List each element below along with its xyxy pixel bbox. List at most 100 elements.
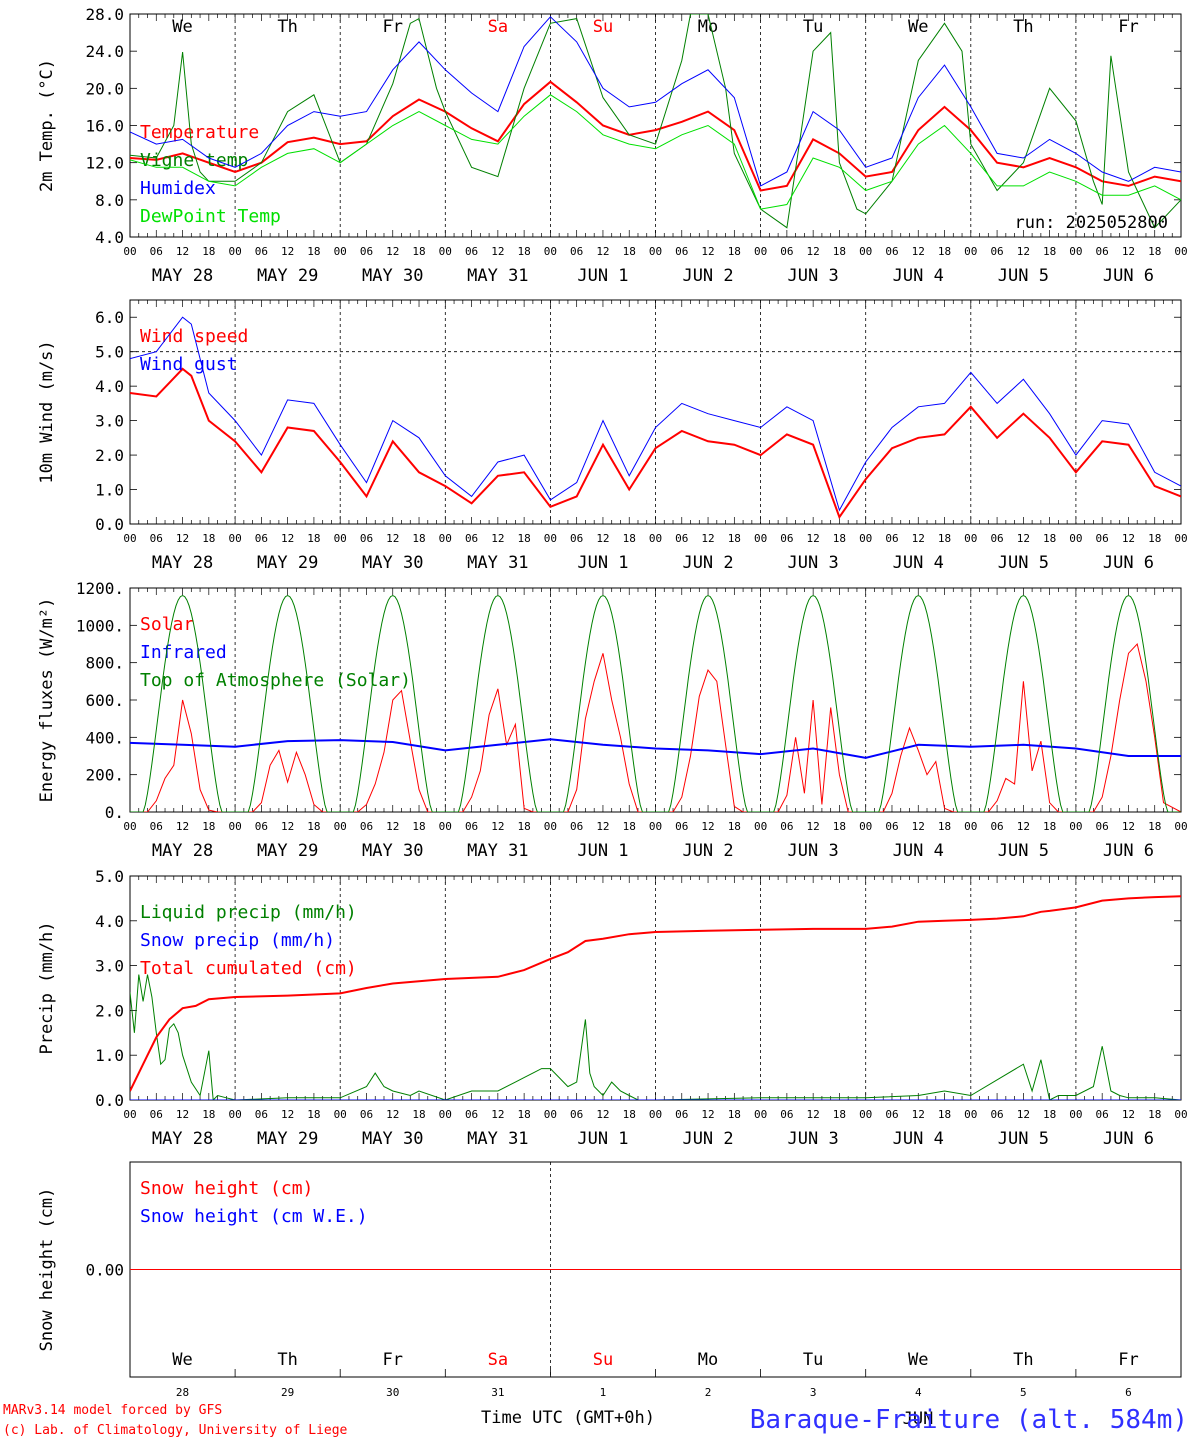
hour-tick-label: 06 [885,245,898,258]
hour-tick-label: 18 [412,532,425,545]
hour-tick-label: 18 [728,820,741,833]
hour-tick-label: 06 [255,245,268,258]
hour-tick-label: 06 [675,1108,688,1121]
date-label: JUN 2 [682,1129,733,1149]
hour-tick-label: 06 [780,532,793,545]
date-label: JUN 3 [788,841,839,861]
legend-entry: Vigne temp [140,150,248,171]
date-label: JUN 4 [893,266,944,286]
hour-tick-label: 00 [228,532,241,545]
hour-tick-label: 18 [518,532,531,545]
day-number-label: 3 [810,1386,817,1399]
legend-entry: Infrared [140,642,227,663]
plot-frame [129,299,1182,525]
footer-lab-text: (c) Lab. of Climatology, University of L… [3,1423,348,1438]
series-line [130,14,1181,229]
hour-tick-label: 00 [859,820,872,833]
date-label: MAY 28 [152,841,213,861]
hour-tick-label: 00 [1069,245,1082,258]
hour-tick-label: 06 [1096,1108,1109,1121]
hour-tick-label: 00 [1174,532,1187,545]
hour-tick-label: 18 [1043,1108,1056,1121]
date-label: MAY 28 [152,266,213,286]
y-tick-label: 12.0 [85,154,124,173]
y-axis-label: 2m Temp. (°C) [37,59,57,192]
hour-tick-label: 12 [491,1108,504,1121]
hour-tick-label: 00 [1069,820,1082,833]
date-label: JUN 2 [682,266,733,286]
hour-tick-label: 18 [938,245,951,258]
legend-entry: Top of Atmosphere (Solar) [140,670,411,691]
hour-tick-label: 06 [255,532,268,545]
date-label: JUN 1 [577,1129,628,1149]
series-line [130,316,1181,512]
legend-entry: Solar [140,614,194,635]
hour-tick-label: 00 [123,820,136,833]
hour-tick-label: 18 [1148,532,1161,545]
date-label: JUN 4 [893,1129,944,1149]
hour-tick-label: 00 [544,820,557,833]
date-label: JUN 1 [577,266,628,286]
weekday-label: We [908,1350,928,1370]
y-tick-label: 28.0 [85,5,124,24]
x-axis-label: Time UTC (GMT+0h) [481,1408,655,1428]
hour-tick-label: 12 [912,820,925,833]
hour-tick-label: 18 [202,1108,215,1121]
y-tick-label: 5.0 [95,867,124,886]
hour-tick-label: 18 [938,820,951,833]
day-number-label: 29 [281,1386,294,1399]
y-tick-label: 8.0 [95,191,124,210]
hour-tick-label: 12 [807,245,820,258]
series-line [130,16,1181,187]
hour-tick-label: 00 [334,532,347,545]
y-axis-label: Precip (mm/h) [37,921,57,1054]
hour-tick-label: 00 [1069,1108,1082,1121]
date-label: JUN 1 [577,553,628,573]
hour-tick-label: 00 [228,245,241,258]
hour-tick-label: 12 [176,245,189,258]
hour-tick-label: 00 [859,532,872,545]
hour-tick-label: 18 [1148,245,1161,258]
hour-tick-label: 00 [649,245,662,258]
day-number-label: 2 [705,1386,712,1399]
hour-tick-label: 00 [964,1108,977,1121]
hour-tick-label: 00 [544,245,557,258]
hour-tick-label: 12 [596,820,609,833]
date-label: JUN 6 [1103,841,1154,861]
hour-tick-label: 12 [1122,820,1135,833]
hour-tick-label: 18 [833,1108,846,1121]
hour-tick-label: 18 [938,532,951,545]
date-label: JUN 5 [998,841,1049,861]
panels: 00 06 12 18 00 06 12 18 00 06 12 18 00 06 12 18 00 06 12 18… [37,5,1188,1399]
series-line [130,594,1181,812]
hour-tick-label: 00 [754,532,767,545]
hour-tick-label: 18 [307,532,320,545]
hour-tick-label: 18 [623,820,636,833]
legend-entry: Humidex [140,178,216,199]
hour-tick-label: 00 [964,820,977,833]
weekday-label: Th [1013,1350,1033,1370]
hour-tick-label: 06 [360,820,373,833]
legend-entry: Wind gust [140,354,238,375]
date-label: MAY 31 [467,553,528,573]
hour-tick-label: 18 [623,532,636,545]
date-label: JUN 4 [893,841,944,861]
hour-tick-label: 12 [701,820,714,833]
hour-tick-label: 12 [701,1108,714,1121]
legend-entry: Snow precip (mm/h) [140,930,335,951]
hour-tick-label: 12 [386,820,399,833]
hour-tick-label: 00 [754,1108,767,1121]
hour-tick-label: 12 [176,532,189,545]
hour-tick-label: 06 [1096,245,1109,258]
legend-entry: Liquid precip (mm/h) [140,902,357,923]
hour-tick-label: 12 [1017,820,1030,833]
y-tick-label: 0.0 [95,515,124,534]
hour-tick-label: 06 [570,1108,583,1121]
legend-entry: Snow height (cm W.E.) [140,1206,368,1227]
y-tick-label: 800. [85,654,124,673]
date-label: MAY 30 [362,841,423,861]
date-label: JUN 6 [1103,266,1154,286]
weekday-label: We [172,1350,192,1370]
date-label: MAY 29 [257,266,318,286]
hour-tick-label: 00 [439,245,452,258]
